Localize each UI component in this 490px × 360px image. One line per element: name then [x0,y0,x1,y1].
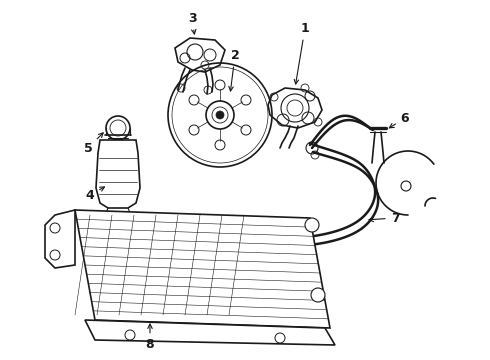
Circle shape [305,218,319,232]
Polygon shape [45,210,75,268]
Text: 3: 3 [188,12,196,34]
Circle shape [50,250,60,260]
Text: 5: 5 [84,133,103,154]
Circle shape [125,330,135,340]
Circle shape [50,223,60,233]
Polygon shape [75,210,330,328]
Circle shape [216,111,224,119]
Text: 8: 8 [146,324,154,351]
Circle shape [275,333,285,343]
Text: 1: 1 [294,22,309,84]
Text: 2: 2 [229,49,240,91]
Polygon shape [96,140,140,208]
Polygon shape [85,320,335,345]
Text: 7: 7 [369,212,399,225]
Text: 6: 6 [390,112,409,128]
Circle shape [311,288,325,302]
Text: 4: 4 [86,187,104,202]
